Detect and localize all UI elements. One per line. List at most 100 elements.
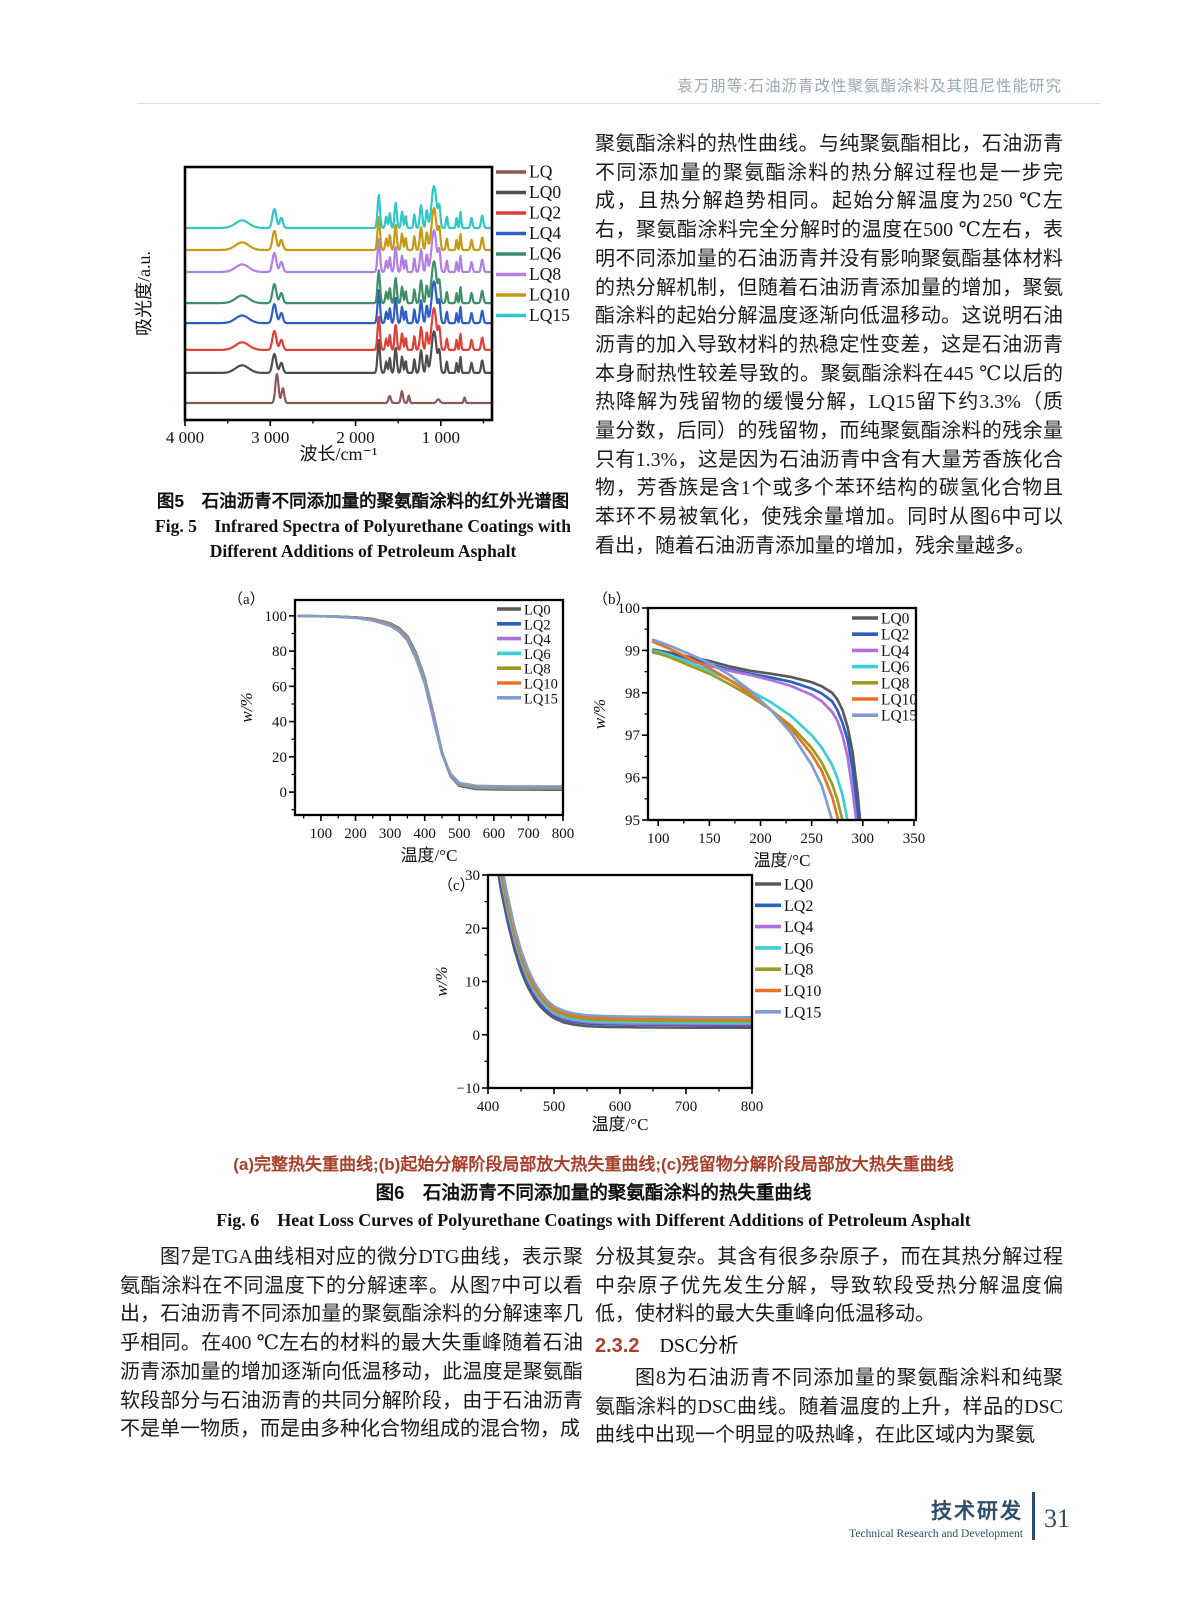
svg-text:99: 99 [625, 643, 640, 659]
figure5-caption: 图5 石油沥青不同添加量的聚氨酯涂料的红外光谱图 Fig. 5 Infrared… [128, 488, 598, 564]
figure6-subcaption: (a)完整热失重曲线;(b)起始分解阶段局部放大热失重曲线;(c)残留物分解阶段… [233, 1155, 954, 1174]
footer-section: 技术研发 Technical Research and Development [849, 1495, 1023, 1540]
svg-text:LQ4: LQ4 [529, 223, 561, 243]
svg-text:LQ10: LQ10 [524, 677, 558, 693]
svg-text:LQ8: LQ8 [881, 675, 910, 692]
svg-text:LQ8: LQ8 [529, 264, 561, 284]
svg-text:LQ: LQ [529, 162, 553, 182]
svg-text:100: 100 [310, 826, 333, 842]
svg-text:w/%: w/% [432, 966, 451, 996]
svg-text:LQ15: LQ15 [524, 691, 558, 707]
svg-text:60: 60 [272, 679, 287, 695]
svg-text:0: 0 [473, 1028, 481, 1044]
section-number: 2.3.2 [595, 1335, 640, 1358]
svg-text:700: 700 [675, 1099, 698, 1115]
svg-text:LQ2: LQ2 [529, 203, 561, 223]
svg-text:96: 96 [625, 771, 641, 787]
svg-text:700: 700 [517, 826, 540, 842]
paragraph-dtg-discussion: 图7是TGA曲线相对应的微分DTG曲线，表示聚氨酯涂料在不同温度下的分解速率。从… [120, 1243, 583, 1444]
svg-text:温度/°C: 温度/°C [754, 851, 811, 870]
svg-text:−10: −10 [457, 1081, 480, 1097]
svg-text:LQ15: LQ15 [784, 1004, 821, 1021]
svg-text:0: 0 [280, 785, 288, 801]
svg-text:80: 80 [272, 644, 287, 660]
svg-text:LQ0: LQ0 [524, 603, 551, 619]
svg-text:2 000: 2 000 [336, 428, 374, 447]
svg-text:LQ0: LQ0 [881, 611, 910, 628]
svg-text:100: 100 [265, 609, 288, 625]
svg-text:4 000: 4 000 [166, 428, 204, 447]
svg-text:500: 500 [448, 826, 471, 842]
svg-text:（c）: （c） [438, 877, 475, 894]
figure5-ir-spectra-chart: 4 000 3 000 2 000 1 000 波长/cm⁻¹ 吸光度/a.u. LQLQ0… [134, 162, 570, 465]
svg-text:LQ6: LQ6 [529, 244, 561, 264]
running-title: 袁万朋等:石油沥青改性聚氨酯涂料及其阻尼性能研究 [677, 78, 1062, 95]
figure5-caption-zh: 图5 石油沥青不同添加量的聚氨酯涂料的红外光谱图 [156, 491, 570, 511]
svg-text:600: 600 [609, 1099, 632, 1115]
svg-text:LQ6: LQ6 [784, 940, 813, 957]
svg-text:1 000: 1 000 [422, 428, 460, 447]
svg-text:LQ10: LQ10 [529, 285, 570, 305]
right-bottom-column: 分极其复杂。其含有很多杂原子，而在其热分解过程中杂原子优先发生分解，导致软段受热… [595, 1243, 1063, 1450]
footer-section-en: Technical Research and Development [849, 1528, 1023, 1540]
figure5-caption-en-line1: Fig. 5 Infrared Spectra of Polyurethane … [155, 516, 571, 536]
svg-text:LQ10: LQ10 [784, 983, 821, 1000]
svg-text:波长/cm⁻¹: 波长/cm⁻¹ [300, 444, 378, 464]
svg-text:温度/°C: 温度/°C [401, 846, 458, 865]
figure6a-tga-full-chart: 100 200 300 400 500 600 700 800 0 20 40 60 80 100 温度/°… [228, 591, 575, 865]
svg-text:LQ10: LQ10 [881, 692, 917, 709]
svg-text:w/%: w/% [590, 699, 609, 729]
svg-text:10: 10 [465, 975, 480, 991]
section-heading-dsc: 2.3.2 DSC分析 [595, 1332, 1063, 1361]
figure6c-tga-residue-chart: 400 500 600 700 800 −10 0 10 20 30 温度/°C w/% LQ0 LQ2 L… [432, 868, 821, 1134]
svg-text:LQ0: LQ0 [784, 877, 813, 894]
svg-text:LQ2: LQ2 [881, 627, 909, 644]
figure5-caption-en-line2: Different Additions of Petroleum Asphalt [209, 541, 517, 561]
svg-text:100: 100 [647, 831, 670, 847]
svg-text:LQ6: LQ6 [881, 659, 910, 676]
header-rule [137, 103, 1100, 104]
svg-text:30: 30 [465, 868, 480, 884]
svg-text:300: 300 [379, 826, 402, 842]
svg-text:LQ0: LQ0 [529, 182, 561, 202]
svg-text:LQ8: LQ8 [524, 662, 551, 678]
paragraph-text: 图7是TGA曲线相对应的微分DTG曲线，表示聚氨酯涂料在不同温度下的分解速率。从… [120, 1246, 583, 1441]
paragraph-text: 图8为石油沥青不同添加量的聚氨酯涂料和纯聚氨酯涂料的DSC曲线。随着温度的上升，… [595, 1366, 1063, 1447]
svg-text:40: 40 [272, 715, 287, 731]
paragraph-thermal-discussion: 聚氨酯涂料的热性曲线。与纯聚氨酯相比，石油沥青不同添加量的聚氨酯涂料的热分解过程… [595, 130, 1063, 561]
svg-text:800: 800 [741, 1099, 764, 1115]
svg-text:100: 100 [618, 601, 641, 617]
svg-text:800: 800 [552, 826, 575, 842]
svg-text:350: 350 [903, 831, 926, 847]
svg-text:500: 500 [543, 1099, 566, 1115]
svg-text:温度/°C: 温度/°C [592, 1115, 649, 1134]
svg-text:LQ4: LQ4 [784, 919, 813, 936]
section-title: DSC分析 [659, 1335, 739, 1358]
svg-text:吸光度/a.u.: 吸光度/a.u. [134, 251, 154, 336]
svg-text:w/%: w/% [237, 692, 256, 722]
svg-text:LQ2: LQ2 [524, 617, 551, 633]
figure6-caption-zh: 图6 石油沥青不同添加量的聚氨酯涂料的热失重曲线 [375, 1182, 812, 1203]
svg-text:20: 20 [272, 750, 287, 766]
svg-text:300: 300 [852, 831, 875, 847]
svg-text:600: 600 [483, 826, 506, 842]
paragraph-text: 聚氨酯涂料的热性曲线。与纯聚氨酯相比，石油沥青不同添加量的聚氨酯涂料的热分解过程… [595, 133, 1063, 557]
svg-text:95: 95 [625, 813, 640, 829]
svg-text:LQ8: LQ8 [784, 962, 813, 979]
svg-text:LQ15: LQ15 [529, 305, 570, 325]
svg-text:LQ2: LQ2 [784, 898, 813, 915]
svg-text:（b）: （b） [593, 591, 631, 608]
svg-text:400: 400 [477, 1099, 500, 1115]
footer-page-number: 31 [1044, 1504, 1070, 1533]
svg-text:200: 200 [344, 826, 367, 842]
svg-text:3 000: 3 000 [251, 428, 289, 447]
svg-text:200: 200 [749, 831, 772, 847]
svg-text:LQ6: LQ6 [524, 647, 551, 663]
svg-text:150: 150 [698, 831, 721, 847]
svg-text:250: 250 [800, 831, 823, 847]
footer-section-zh: 技术研发 [931, 1500, 1023, 1523]
figure6b-tga-onset-chart: 100 150 200 250 300 350 95 96 97 98 99 100 温度/°C w/% L… [590, 591, 926, 870]
svg-text:98: 98 [625, 686, 640, 702]
svg-text:LQ4: LQ4 [881, 643, 910, 660]
